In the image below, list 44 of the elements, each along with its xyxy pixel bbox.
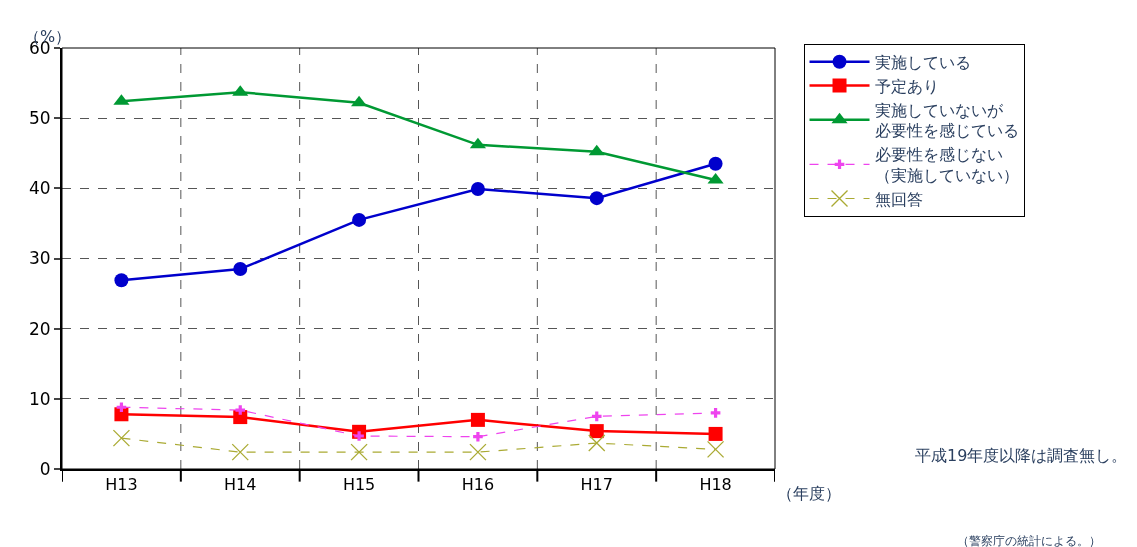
point <box>114 273 129 288</box>
legend-label: 実施していないが必要性を感じている <box>874 100 1019 141</box>
point <box>350 443 368 461</box>
text: 平成19年度以降は調査無し。 <box>915 446 1128 465</box>
x-tick-label: H15 <box>342 475 376 495</box>
point <box>235 405 246 415</box>
point <box>116 402 127 413</box>
legend-label: 無回答 <box>874 189 923 209</box>
point <box>470 182 485 197</box>
point <box>351 95 368 107</box>
y-tick-label: 50 <box>28 108 51 129</box>
y-tick-label: 30 <box>28 248 51 269</box>
legend-label: 必要性を感じない（実施していない） <box>874 145 1019 185</box>
y-tick-label: 0 <box>39 458 51 479</box>
point <box>470 412 485 427</box>
point <box>710 408 721 418</box>
point <box>707 172 724 184</box>
point <box>233 262 248 277</box>
y-tick-label: 40 <box>28 178 51 199</box>
x-tick-label: H18 <box>699 475 732 495</box>
point <box>112 429 131 447</box>
point <box>473 431 483 442</box>
point <box>588 434 606 452</box>
x-tick-label: H16 <box>461 475 495 495</box>
point <box>589 424 604 439</box>
point <box>352 212 367 227</box>
x-tick-label: H14 <box>224 475 257 495</box>
y-tick-label: 10 <box>28 388 51 409</box>
x-tick-label: H17 <box>580 475 613 495</box>
point <box>708 426 723 441</box>
point <box>708 156 723 171</box>
x-tick-label: H13 <box>105 475 138 495</box>
point <box>706 440 725 458</box>
legend-label: 予定あり <box>874 76 939 96</box>
point <box>469 443 487 461</box>
point <box>591 411 602 422</box>
point <box>231 443 249 461</box>
point <box>588 144 605 156</box>
y-tick-label: 20 <box>28 318 51 339</box>
x-axis-title: （年度） <box>777 484 841 503</box>
point <box>469 137 486 149</box>
point <box>589 191 604 206</box>
legend-label: 実施している <box>874 52 971 72</box>
text: （警察庁の統計による。） <box>957 534 1101 547</box>
